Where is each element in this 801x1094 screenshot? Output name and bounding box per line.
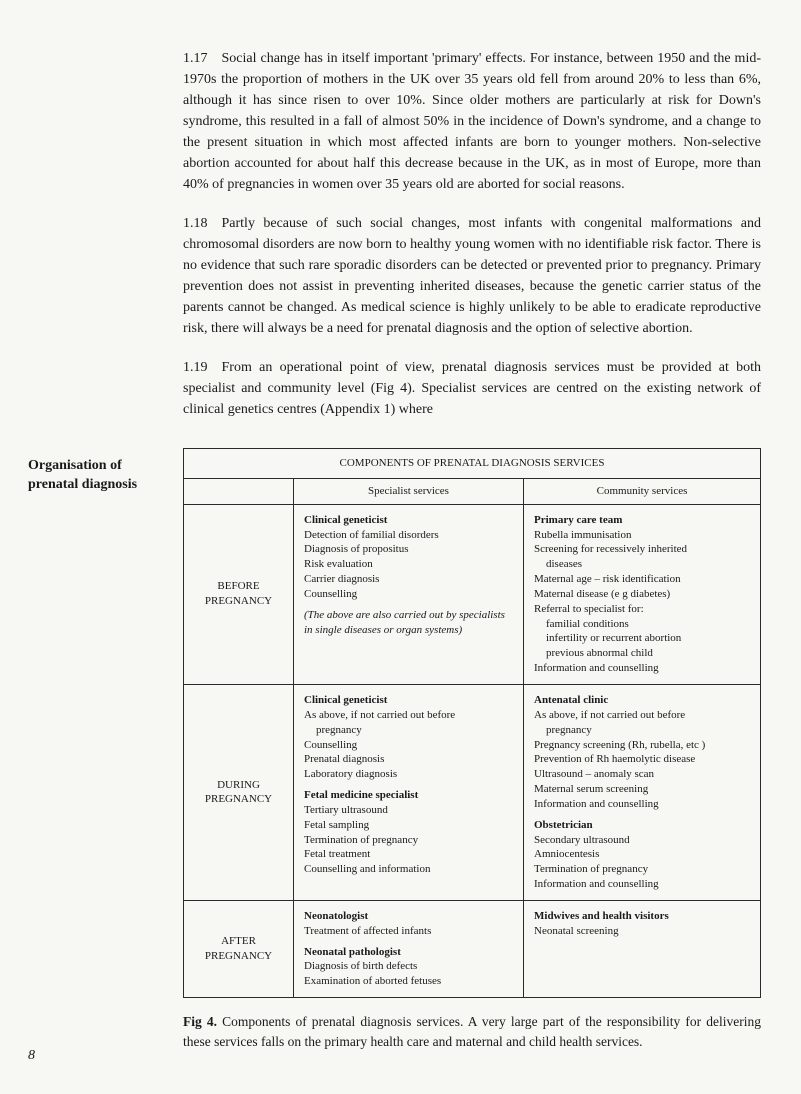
item: Screening for recessively inherited xyxy=(534,542,750,557)
components-table: COMPONENTS OF PRENATAL DIAGNOSIS SERVICE… xyxy=(183,448,761,998)
item: Counselling and information xyxy=(304,862,513,877)
item-indent: infertility or recurrent abortion xyxy=(534,631,750,646)
item: Diagnosis of birth defects xyxy=(304,959,513,974)
table-row-during: DURING PREGNANCY Clinical geneticist As … xyxy=(184,684,761,900)
stage-after: AFTER PREGNANCY xyxy=(184,900,294,997)
item: Maternal disease (e g diabetes) xyxy=(534,587,750,602)
item: As above, if not carried out before xyxy=(304,708,513,723)
item: Rubella immunisation xyxy=(534,528,750,543)
item-indent: diseases xyxy=(534,557,750,572)
table-header-specialist: Specialist services xyxy=(294,478,524,504)
heading: Obstetrician xyxy=(534,818,750,833)
heading: Clinical geneticist xyxy=(304,514,387,526)
paragraph-117: 1.17 Social change has in itself importa… xyxy=(183,48,761,195)
item: Tertiary ultrasound xyxy=(304,803,513,818)
heading: Neonatologist xyxy=(304,910,368,922)
item: Counselling xyxy=(304,587,513,602)
item: Prenatal diagnosis xyxy=(304,752,513,767)
heading: Neonatal pathologist xyxy=(304,945,513,960)
table-row-after: AFTER PREGNANCY Neonatologist Treatment … xyxy=(184,900,761,997)
item: Neonatal screening xyxy=(534,924,750,939)
item: Secondary ultrasound xyxy=(534,833,750,848)
item: Information and counselling xyxy=(534,877,750,892)
item: Information and counselling xyxy=(534,661,750,676)
item: Amniocentesis xyxy=(534,847,750,862)
table-header-community: Community services xyxy=(524,478,761,504)
heading: Fetal medicine specialist xyxy=(304,788,513,803)
item: Ultrasound – anomaly scan xyxy=(534,767,750,782)
item: Examination of aborted fetuses xyxy=(304,974,513,989)
note: (The above are also carried out by speci… xyxy=(304,608,513,638)
table-row-before: BEFORE PREGNANCY Clinical geneticist Det… xyxy=(184,504,761,684)
paragraph-118: 1.18 Partly because of such social chang… xyxy=(183,213,761,339)
heading: Midwives and health visitors xyxy=(534,910,669,922)
table-header-empty xyxy=(184,478,294,504)
item: Referral to specialist for: xyxy=(534,602,750,617)
item: Prevention of Rh haemolytic disease xyxy=(534,752,750,767)
item: Laboratory diagnosis xyxy=(304,767,513,782)
community-before: Primary care team Rubella immunisation S… xyxy=(524,504,761,684)
item: Risk evaluation xyxy=(304,557,513,572)
item: Diagnosis of propositus xyxy=(304,542,513,557)
item-indent: pregnancy xyxy=(304,723,513,738)
item: Carrier diagnosis xyxy=(304,572,513,587)
item: Counselling xyxy=(304,738,513,753)
section-heading: Organisation of prenatal diagnosis xyxy=(28,457,176,495)
community-after: Midwives and health visitors Neonatal sc… xyxy=(524,900,761,997)
heading: Antenatal clinic xyxy=(534,694,608,706)
item: Termination of pregnancy xyxy=(534,862,750,877)
stage-during: DURING PREGNANCY xyxy=(184,684,294,900)
specialist-after: Neonatologist Treatment of affected infa… xyxy=(294,900,524,997)
section-heading-line2: prenatal diagnosis xyxy=(28,477,137,492)
figure-caption: Fig 4. Components of prenatal diagnosis … xyxy=(183,1012,761,1051)
caption-label: Fig 4. xyxy=(183,1014,217,1029)
item: Fetal treatment xyxy=(304,847,513,862)
page-number: 8 xyxy=(28,1048,35,1064)
section-heading-line1: Organisation of xyxy=(28,458,122,473)
item: Termination of pregnancy xyxy=(304,833,513,848)
table-title: COMPONENTS OF PRENATAL DIAGNOSIS SERVICE… xyxy=(184,449,761,479)
item-indent: previous abnormal child xyxy=(534,646,750,661)
item: Detection of familial disorders xyxy=(304,528,513,543)
specialist-during: Clinical geneticist As above, if not car… xyxy=(294,684,524,900)
item-indent: pregnancy xyxy=(534,723,750,738)
item: As above, if not carried out before xyxy=(534,708,750,723)
heading: Clinical geneticist xyxy=(304,694,387,706)
community-during: Antenatal clinic As above, if not carrie… xyxy=(524,684,761,900)
item: Fetal sampling xyxy=(304,818,513,833)
caption-text: Components of prenatal diagnosis service… xyxy=(183,1014,761,1049)
specialist-before: Clinical geneticist Detection of familia… xyxy=(294,504,524,684)
item-indent: familial conditions xyxy=(534,617,750,632)
paragraph-119: 1.19 From an operational point of view, … xyxy=(183,357,761,420)
item: Maternal serum screening xyxy=(534,782,750,797)
heading: Primary care team xyxy=(534,514,622,526)
item: Pregnancy screening (Rh, rubella, etc ) xyxy=(534,738,750,753)
stage-before: BEFORE PREGNANCY xyxy=(184,504,294,684)
item: Information and counselling xyxy=(534,797,750,812)
item: Maternal age – risk identification xyxy=(534,572,750,587)
item: Treatment of affected infants xyxy=(304,924,513,939)
